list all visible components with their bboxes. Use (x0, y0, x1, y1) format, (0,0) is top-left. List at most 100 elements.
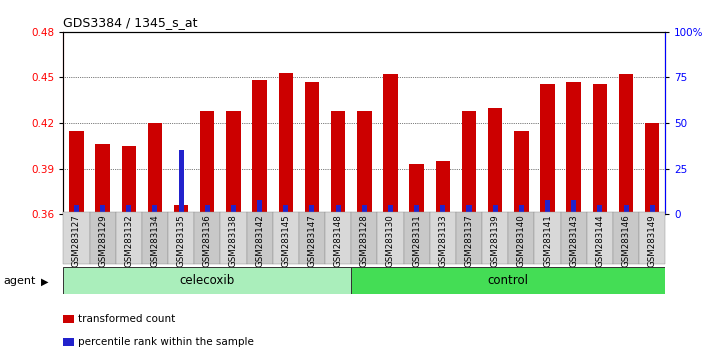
Bar (462, 111, 476, 214)
Text: percentile rank within the sample: percentile rank within the sample (78, 337, 254, 347)
Bar (410, 164, 424, 214)
Text: celecoxib: celecoxib (180, 274, 235, 287)
Bar (567, 82, 581, 214)
Bar (226, 111, 241, 214)
FancyBboxPatch shape (560, 212, 586, 264)
Bar (331, 111, 346, 214)
Bar (63, 338, 74, 346)
Bar (63, 315, 74, 323)
Bar (383, 74, 398, 214)
Text: GSM283145: GSM283145 (282, 214, 290, 267)
Text: GSM283144: GSM283144 (596, 214, 604, 267)
FancyBboxPatch shape (272, 212, 299, 264)
Bar (253, 80, 267, 214)
FancyBboxPatch shape (89, 212, 115, 264)
Text: GSM283130: GSM283130 (386, 214, 395, 267)
Text: transformed count: transformed count (78, 314, 176, 324)
Text: GSM283149: GSM283149 (648, 214, 657, 267)
FancyBboxPatch shape (456, 212, 482, 264)
Bar (493, 205, 498, 214)
FancyBboxPatch shape (325, 212, 351, 264)
Bar (597, 205, 603, 214)
Bar (357, 111, 372, 214)
Bar (122, 146, 136, 214)
Text: GSM283142: GSM283142 (255, 214, 264, 267)
Text: agent: agent (4, 276, 36, 286)
FancyBboxPatch shape (63, 212, 89, 264)
FancyBboxPatch shape (482, 212, 508, 264)
FancyBboxPatch shape (299, 212, 325, 264)
Bar (645, 123, 660, 214)
Text: GSM283143: GSM283143 (569, 214, 578, 267)
Text: GSM283148: GSM283148 (334, 214, 343, 267)
Text: GSM283127: GSM283127 (72, 214, 81, 267)
FancyBboxPatch shape (534, 212, 560, 264)
Bar (571, 200, 576, 214)
Bar (200, 111, 215, 214)
Text: GSM283146: GSM283146 (622, 214, 631, 267)
Text: GSM283128: GSM283128 (360, 214, 369, 267)
Bar (231, 205, 236, 214)
Bar (414, 205, 419, 214)
FancyBboxPatch shape (586, 212, 613, 264)
Bar (148, 123, 162, 214)
FancyBboxPatch shape (351, 212, 377, 264)
FancyBboxPatch shape (220, 212, 246, 264)
Bar (257, 200, 262, 214)
Bar (283, 205, 289, 214)
Bar (362, 205, 367, 214)
Text: GSM283131: GSM283131 (412, 214, 421, 267)
Bar (100, 205, 105, 214)
Bar (153, 205, 158, 214)
FancyBboxPatch shape (429, 212, 456, 264)
Bar (619, 74, 633, 214)
Bar (205, 205, 210, 214)
FancyBboxPatch shape (194, 212, 220, 264)
Text: control: control (488, 274, 529, 287)
FancyBboxPatch shape (403, 212, 429, 264)
Text: GSM283133: GSM283133 (439, 214, 447, 267)
FancyBboxPatch shape (639, 212, 665, 264)
Text: GSM283140: GSM283140 (517, 214, 526, 267)
Text: GSM283135: GSM283135 (177, 214, 186, 267)
Bar (69, 131, 84, 214)
Text: GSM283136: GSM283136 (203, 214, 212, 267)
FancyBboxPatch shape (377, 212, 403, 264)
Bar (74, 205, 79, 214)
Bar (310, 205, 315, 214)
FancyBboxPatch shape (613, 212, 639, 264)
Bar (388, 205, 393, 214)
Bar (650, 205, 655, 214)
Bar (540, 84, 555, 214)
Bar (174, 205, 189, 214)
Bar (440, 205, 446, 214)
Text: GSM283129: GSM283129 (98, 214, 107, 267)
Bar (545, 200, 550, 214)
Bar (624, 205, 629, 214)
FancyBboxPatch shape (168, 212, 194, 264)
FancyBboxPatch shape (508, 212, 534, 264)
Bar (126, 205, 132, 214)
FancyBboxPatch shape (115, 212, 142, 264)
Text: GSM283137: GSM283137 (465, 214, 474, 267)
Text: GSM283147: GSM283147 (308, 214, 317, 267)
Bar (305, 82, 319, 214)
FancyBboxPatch shape (351, 267, 665, 294)
Text: GSM283138: GSM283138 (229, 214, 238, 267)
Bar (514, 131, 529, 214)
Bar (279, 73, 293, 214)
Bar (336, 205, 341, 214)
Bar (436, 161, 450, 214)
Bar (96, 144, 110, 214)
Text: GSM283141: GSM283141 (543, 214, 552, 267)
Bar (179, 150, 184, 214)
Text: GSM283132: GSM283132 (125, 214, 133, 267)
Bar (519, 205, 524, 214)
Bar (467, 205, 472, 214)
Bar (488, 108, 503, 214)
Bar (593, 84, 607, 214)
FancyBboxPatch shape (63, 267, 351, 294)
Text: GDS3384 / 1345_s_at: GDS3384 / 1345_s_at (63, 16, 198, 29)
FancyBboxPatch shape (142, 212, 168, 264)
Text: GSM283134: GSM283134 (151, 214, 160, 267)
